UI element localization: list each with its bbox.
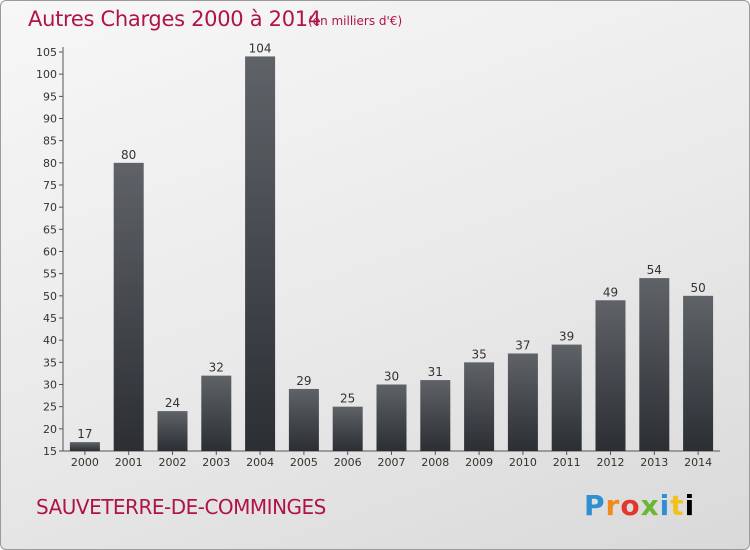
- bar-2000: [69, 442, 100, 451]
- y-tick-label: 90: [43, 113, 57, 126]
- y-tick-label: 60: [43, 246, 57, 259]
- y-tick-label: 45: [43, 312, 57, 325]
- x-tick-label: 2012: [597, 456, 625, 469]
- y-tick-label: 75: [43, 179, 57, 192]
- y-tick-label: 30: [43, 379, 57, 392]
- logo-letter: t: [670, 489, 685, 522]
- data-label: 17: [77, 427, 92, 441]
- x-tick-label: 2000: [71, 456, 99, 469]
- bar-2001: [113, 162, 144, 452]
- bar-2013: [639, 278, 670, 451]
- chart-title: Autres Charges 2000 à 2014: [28, 7, 321, 31]
- x-tick-label: 2007: [378, 456, 406, 469]
- chart-subtitle: (en milliers d'€): [308, 14, 403, 28]
- y-tick-label: 50: [43, 290, 57, 303]
- x-tick-label: 2001: [115, 456, 143, 469]
- data-label: 80: [121, 148, 136, 162]
- y-tick-label: 20: [43, 423, 57, 436]
- data-label: 24: [165, 396, 180, 410]
- y-tick-label: 105: [36, 46, 57, 59]
- data-label: 39: [559, 330, 574, 344]
- y-tick-label: 40: [43, 334, 57, 347]
- y-tick-label: 85: [43, 135, 57, 148]
- bar-2004: [245, 56, 276, 451]
- bar-2008: [420, 380, 451, 451]
- data-label: 35: [471, 347, 486, 361]
- bar-2002: [157, 411, 188, 451]
- x-tick-label: 2010: [509, 456, 537, 469]
- y-tick-label: 95: [43, 90, 57, 103]
- bar-2011: [551, 344, 582, 451]
- y-tick-label: 80: [43, 157, 57, 170]
- bar-2006: [332, 406, 363, 451]
- bar-2009: [464, 362, 495, 451]
- y-tick-label: 15: [43, 445, 57, 458]
- logo-letter: r: [605, 489, 621, 522]
- data-label: 37: [515, 338, 530, 352]
- logo-letter: o: [620, 489, 641, 522]
- data-label: 32: [209, 361, 224, 375]
- commune-name: SAUVETERRE-DE-COMMINGES: [36, 495, 326, 519]
- bar-2007: [376, 384, 407, 451]
- data-label: 29: [296, 374, 311, 388]
- y-tick-label: 70: [43, 201, 57, 214]
- data-label: 30: [384, 370, 399, 384]
- x-tick-label: 2014: [684, 456, 712, 469]
- bar-2010: [507, 353, 538, 451]
- bar-2012: [595, 300, 626, 451]
- bar-2014: [683, 295, 714, 451]
- data-label: 54: [647, 263, 662, 277]
- y-tick-label: 35: [43, 356, 57, 369]
- bar-2003: [201, 375, 232, 451]
- proxiti-logo: Proxiti: [584, 489, 695, 522]
- x-tick-label: 2009: [465, 456, 493, 469]
- x-tick-label: 2013: [640, 456, 668, 469]
- logo-letter: x: [640, 489, 660, 522]
- x-tick-label: 2002: [159, 456, 187, 469]
- x-tick-label: 2003: [202, 456, 230, 469]
- y-tick-label: 100: [36, 68, 57, 81]
- data-label: 31: [428, 365, 443, 379]
- data-label: 50: [690, 281, 705, 295]
- bar-2005: [288, 388, 319, 451]
- x-tick-label: 2008: [421, 456, 449, 469]
- logo-letter: i: [684, 489, 696, 522]
- data-label: 104: [249, 41, 272, 55]
- x-tick-label: 2005: [290, 456, 318, 469]
- logo-letter: P: [584, 489, 606, 522]
- data-label: 49: [603, 285, 618, 299]
- data-label: 25: [340, 392, 355, 406]
- x-tick-label: 2011: [553, 456, 581, 469]
- x-tick-label: 2004: [246, 456, 274, 469]
- y-tick-label: 55: [43, 268, 57, 281]
- y-tick-label: 65: [43, 223, 57, 236]
- x-tick-label: 2006: [334, 456, 362, 469]
- y-tick-label: 25: [43, 401, 57, 414]
- logo-letter: i: [659, 489, 671, 522]
